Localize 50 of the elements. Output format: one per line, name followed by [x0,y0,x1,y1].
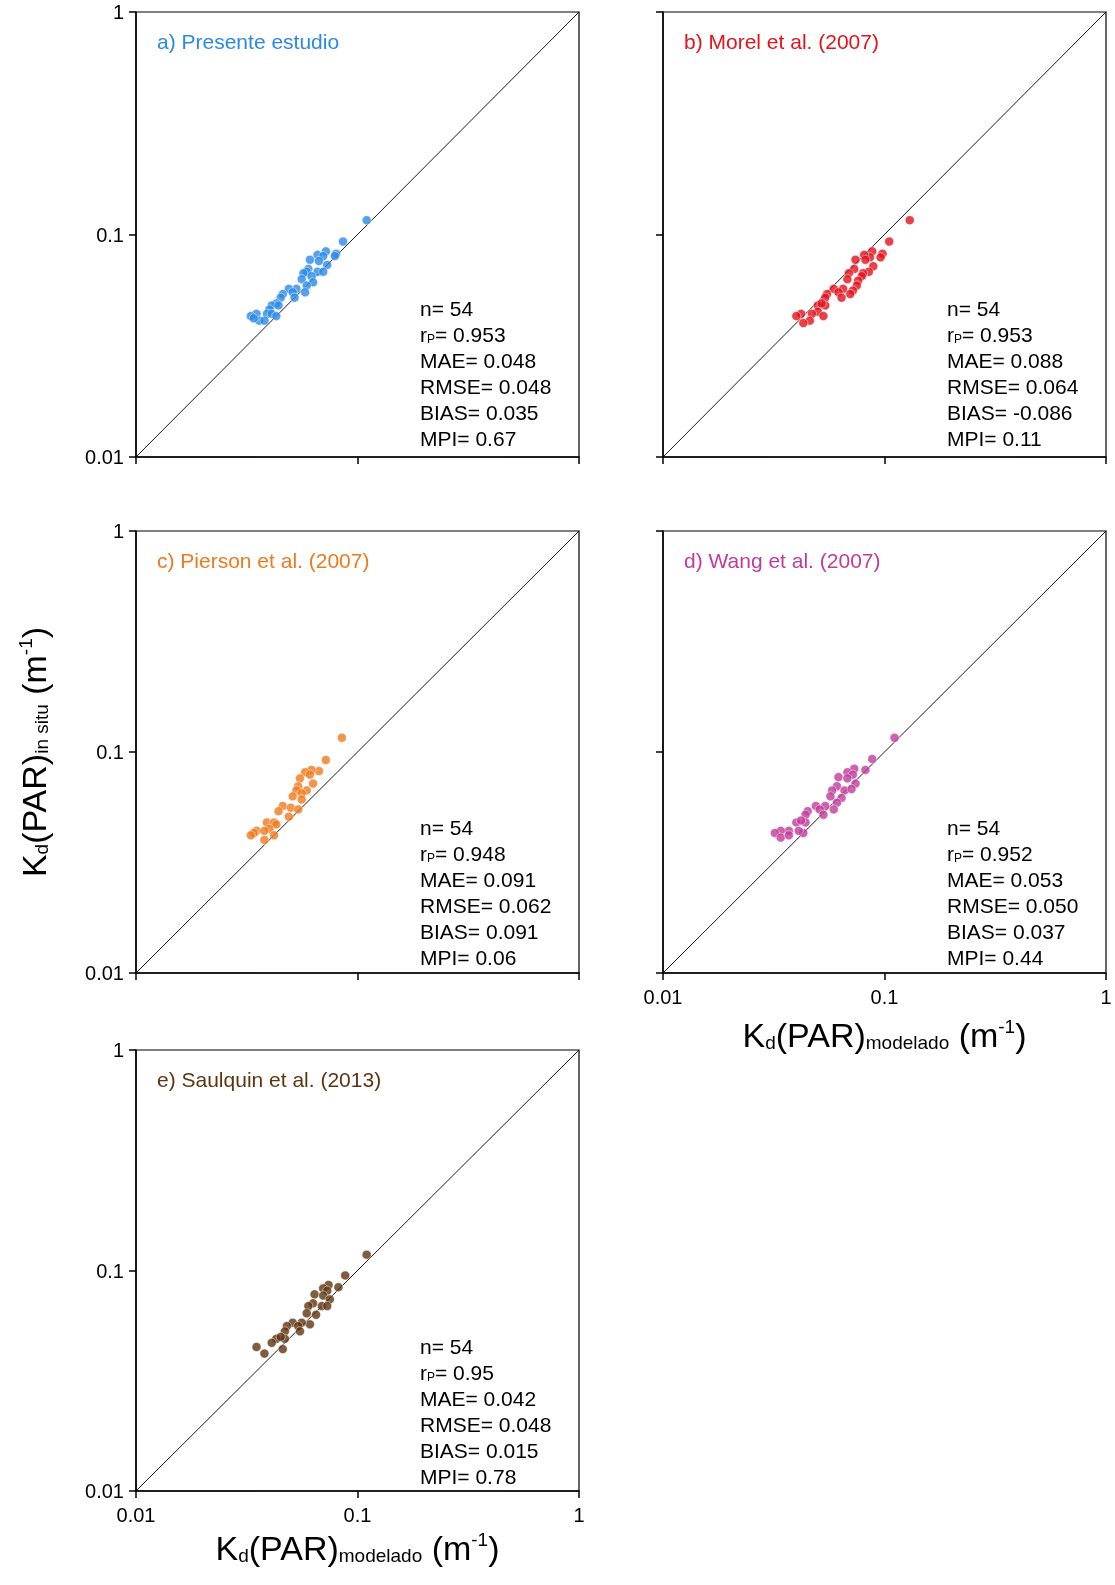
annotation: RMSE= 0.064 [947,374,1079,398]
annotation: MAE= 0.053 [947,867,1064,891]
annotation: MAE= 0.042 [420,1386,537,1410]
x-tick-label: 0.1 [343,1504,372,1526]
annotation: MPI= 0.11 [947,426,1042,450]
annotation: BIAS= 0.091 [420,919,539,943]
y-tick-label: 0.01 [85,1480,124,1502]
annotation: rP= 0.953 [947,322,1033,346]
annotation: MPI= 0.06 [420,945,517,969]
annotation: MPI= 0.78 [420,1464,517,1488]
y-tick-label: 1 [112,520,124,542]
annotation: rP= 0.948 [420,841,506,865]
annotation: BIAS= 0.015 [420,1438,539,1462]
x-tick-label: 1 [1100,986,1112,1008]
annotation: rP= 0.953 [420,322,506,346]
y-tick-label: 1 [112,1,124,23]
annotation: RMSE= 0.048 [420,1412,552,1436]
y-tick-label: 0.01 [85,962,124,984]
annotation: MAE= 0.091 [420,867,537,891]
annotation: n= 54 [420,296,474,320]
x-tick-label: 0.1 [870,986,899,1008]
annotation: BIAS= -0.086 [947,400,1073,424]
text: c) Pierson et al. (2007) [157,549,370,572]
y-tick-label: 0.1 [96,223,124,246]
annotation: MAE= 0.088 [947,348,1064,372]
annotation: RMSE= 0.048 [420,374,552,398]
text: e) Saulquin et al. (2013) [157,1068,382,1091]
y-tick-label: 1 [112,1039,124,1061]
annotation: MAE= 0.048 [420,348,537,372]
text: d) Wang et al. (2007) [684,549,881,572]
y-tick-label: 0.01 [85,446,124,468]
annotation: MPI= 0.44 [947,945,1044,969]
text: a) Presente estudio [157,30,340,53]
annotation: rP= 0.952 [947,841,1033,865]
annotation: rP= 0.95 [420,1360,494,1384]
annotation: BIAS= 0.035 [420,400,539,424]
annotation: n= 54 [947,296,1001,320]
y-axis-title: Kd(PAR)in situ (m-1) [15,626,53,878]
annotation: n= 54 [420,1334,474,1358]
text: b) Morel et al. (2007) [684,30,879,53]
x-tick-label: 1 [573,1504,585,1526]
annotation: RMSE= 0.050 [947,893,1079,917]
annotation: RMSE= 0.062 [420,893,552,917]
annotation: BIAS= 0.037 [947,919,1066,943]
y-tick-label: 0.1 [96,741,124,763]
annotation: n= 54 [947,815,1001,839]
y-tick-label: 0.1 [96,1259,124,1282]
x-tick-label: 0.01 [643,986,683,1008]
annotation: n= 54 [420,815,474,839]
annotation: MPI= 0.67 [420,426,517,450]
